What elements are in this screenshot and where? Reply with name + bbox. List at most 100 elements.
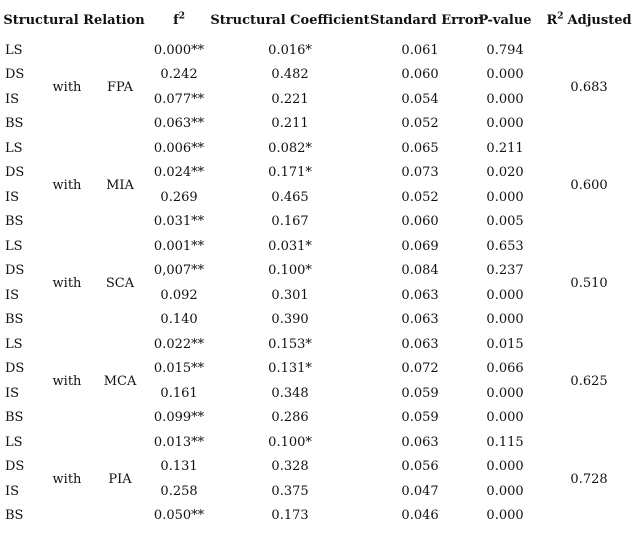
standard-error-cell: 0.069: [401, 238, 439, 254]
source-cell: BS: [5, 312, 24, 328]
source-cell: DS: [5, 67, 25, 83]
table-row: IS 0.258 0.375 0.047 0.000: [0, 479, 638, 504]
structural-relations-table: Structural Relation f2 Structural Coeffi…: [0, 2, 638, 528]
f2-cell: 0.161: [160, 385, 198, 401]
standard-error-cell: 0.065: [401, 140, 439, 156]
source-cell: BS: [5, 508, 24, 524]
coefficient-cell: 0.167: [271, 214, 309, 230]
p-value-cell: 0.000: [486, 116, 524, 132]
r2-adjusted-cell: 0.510: [570, 275, 608, 291]
f-squared-base: f: [173, 12, 179, 28]
header-f-squared: f2: [148, 2, 210, 38]
coefficient-cell: 0.131*: [268, 361, 312, 377]
f2-cell: 0.077**: [153, 91, 205, 107]
standard-error-cell: 0.061: [401, 42, 439, 58]
standard-error-cell: 0.046: [401, 508, 439, 524]
standard-error-cell: 0.060: [401, 214, 439, 230]
table-row: LS with MCA 0.022** 0.153* 0.063 0.015 0…: [0, 332, 638, 389]
source-cell: IS: [5, 91, 20, 107]
coefficient-cell: 0.100*: [268, 263, 312, 279]
p-value-cell: 0.000: [486, 508, 524, 524]
standard-error-cell: 0.073: [401, 165, 439, 181]
table-row: BS 0.031** 0.167 0.060 0.005: [0, 210, 638, 235]
coefficient-cell: 0.100*: [268, 434, 312, 450]
coefficient-cell: 0.171*: [268, 165, 312, 181]
table-row: LS with SCA 0.001** 0.031* 0.069 0.653 0…: [0, 234, 638, 291]
table-row: BS 0.063** 0.211 0.052 0.000: [0, 112, 638, 137]
p-value-cell: 0.066: [486, 361, 524, 377]
target-cell: SCA: [105, 275, 135, 291]
table-row: IS 0.161 0.348 0.059 0.000: [0, 381, 638, 406]
f2-cell: 0.242: [160, 67, 198, 83]
header-p-value: P-value: [478, 12, 532, 28]
p-value-cell: 0.000: [486, 67, 524, 83]
f2-cell: 0.131: [160, 459, 198, 475]
standard-error-cell: 0.052: [401, 116, 439, 132]
source-cell: IS: [5, 287, 20, 303]
table-row: DS 0.131 0.328 0.056 0.000: [0, 455, 638, 480]
source-cell: LS: [5, 42, 23, 58]
source-cell: BS: [5, 214, 24, 230]
standard-error-cell: 0.063: [401, 336, 439, 352]
f2-cell: 0.140: [160, 312, 198, 328]
connector-cell: with: [52, 275, 82, 291]
standard-error-cell: 0.063: [401, 287, 439, 303]
header-structural-coefficient: Structural Coefficient: [210, 12, 370, 28]
p-value-cell: 0.653: [486, 238, 524, 254]
p-value-cell: 0.005: [486, 214, 524, 230]
f2-cell: 0.000**: [153, 42, 205, 58]
f2-cell: 0,007**: [153, 263, 205, 279]
standard-error-cell: 0.052: [401, 189, 439, 205]
table-row: LS with FPA 0.000** 0.016* 0.061 0.794 0…: [0, 38, 638, 95]
table-body: LS with FPA 0.000** 0.016* 0.061 0.794 0…: [0, 38, 638, 528]
table-row: BS 0.140 0.390 0.063 0.000: [0, 308, 638, 333]
standard-error-cell: 0.063: [401, 434, 439, 450]
standard-error-cell: 0.063: [401, 312, 439, 328]
coefficient-cell: 0.031*: [268, 238, 312, 254]
f-squared-exponent: 2: [178, 11, 185, 22]
f2-cell: 0.092: [160, 287, 198, 303]
coefficient-cell: 0.375: [271, 483, 309, 499]
p-value-cell: 0.000: [486, 287, 524, 303]
table-row: IS 0.092 0.301 0.063 0.000: [0, 283, 638, 308]
p-value-cell: 0.000: [486, 410, 524, 426]
coefficient-cell: 0.465: [271, 189, 309, 205]
p-value-cell: 0.000: [486, 91, 524, 107]
coefficient-cell: 0.221: [271, 91, 309, 107]
standard-error-cell: 0.059: [401, 385, 439, 401]
source-cell: LS: [5, 336, 23, 352]
p-value-cell: 0.000: [486, 385, 524, 401]
f2-cell: 0.099**: [153, 410, 205, 426]
r2-adjusted-cell: 0.683: [570, 79, 608, 95]
header-row: Structural Relation f2 Structural Coeffi…: [0, 2, 638, 38]
r2-adjusted-cell: 0.600: [570, 177, 608, 193]
coefficient-cell: 0.482: [271, 67, 309, 83]
coefficient-cell: 0.301: [271, 287, 309, 303]
f2-cell: 0.024**: [153, 165, 205, 181]
table-row: IS 0.077** 0.221 0.054 0.000: [0, 87, 638, 112]
standard-error-cell: 0.084: [401, 263, 439, 279]
target-cell: MCA: [103, 373, 137, 389]
f2-cell: 0.013**: [153, 434, 205, 450]
source-cell: DS: [5, 459, 25, 475]
coefficient-cell: 0.286: [271, 410, 309, 426]
p-value-cell: 0.237: [486, 263, 524, 279]
source-cell: IS: [5, 189, 20, 205]
coefficient-cell: 0.153*: [268, 336, 312, 352]
connector-cell: with: [52, 373, 82, 389]
table-header: Structural Relation f2 Structural Coeffi…: [0, 2, 638, 38]
header-structural-relation: Structural Relation: [3, 12, 145, 28]
source-cell: LS: [5, 434, 23, 450]
connector-cell: with: [52, 471, 82, 487]
f2-cell: 0.006**: [153, 140, 205, 156]
target-cell: PIA: [108, 471, 132, 487]
p-value-cell: 0.000: [486, 312, 524, 328]
f2-cell: 0.015**: [153, 361, 205, 377]
standard-error-cell: 0.072: [401, 361, 439, 377]
table-row: BS 0.050** 0.173 0.046 0.000: [0, 504, 638, 529]
table-row: LS with MIA 0.006** 0.082* 0.065 0.211 0…: [0, 136, 638, 193]
f2-cell: 0.258: [160, 483, 198, 499]
source-cell: DS: [5, 165, 25, 181]
source-cell: IS: [5, 385, 20, 401]
source-cell: BS: [5, 116, 24, 132]
